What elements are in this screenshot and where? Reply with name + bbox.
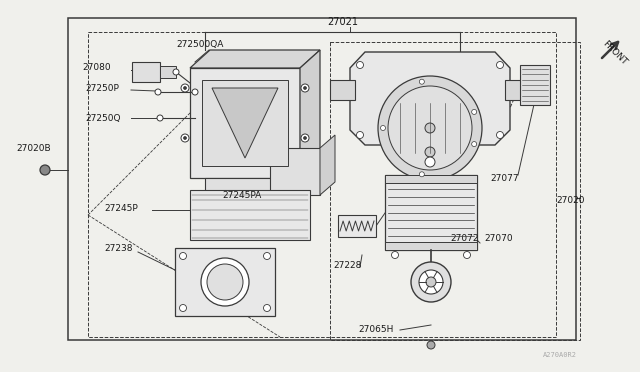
Circle shape xyxy=(497,61,504,68)
Text: 27065H: 27065H xyxy=(358,326,394,334)
Bar xyxy=(160,66,176,78)
Bar xyxy=(88,32,556,337)
Text: 27020: 27020 xyxy=(556,196,584,205)
Bar xyxy=(175,248,275,316)
Text: 27250Q: 27250Q xyxy=(85,113,120,122)
Circle shape xyxy=(303,87,307,90)
Text: 27250P: 27250P xyxy=(85,83,119,93)
Bar xyxy=(385,175,477,250)
Circle shape xyxy=(179,253,186,260)
Polygon shape xyxy=(190,50,320,68)
Bar xyxy=(68,18,576,340)
Polygon shape xyxy=(330,80,355,100)
Circle shape xyxy=(472,109,477,115)
Circle shape xyxy=(301,134,309,142)
Circle shape xyxy=(40,165,50,175)
Circle shape xyxy=(497,131,504,138)
Text: 27245PA: 27245PA xyxy=(222,190,261,199)
Bar xyxy=(338,215,376,237)
Circle shape xyxy=(157,115,163,121)
Polygon shape xyxy=(320,135,335,195)
Circle shape xyxy=(201,258,249,306)
Circle shape xyxy=(184,87,186,90)
Circle shape xyxy=(472,142,477,147)
Text: 27080: 27080 xyxy=(82,62,111,71)
Circle shape xyxy=(192,89,198,95)
Polygon shape xyxy=(270,148,320,195)
Circle shape xyxy=(419,172,424,177)
Bar xyxy=(385,175,477,183)
Circle shape xyxy=(179,305,186,311)
Circle shape xyxy=(181,84,189,92)
Text: 27238: 27238 xyxy=(104,244,132,253)
Polygon shape xyxy=(350,52,510,145)
Circle shape xyxy=(181,134,189,142)
Bar xyxy=(132,62,160,82)
Circle shape xyxy=(381,125,385,131)
Circle shape xyxy=(425,147,435,157)
Text: A270A0R2: A270A0R2 xyxy=(543,352,577,358)
Circle shape xyxy=(356,131,364,138)
Polygon shape xyxy=(205,178,285,203)
Circle shape xyxy=(264,253,271,260)
Text: 27020B: 27020B xyxy=(16,144,51,153)
Text: 27021: 27021 xyxy=(327,17,358,27)
Text: 27077: 27077 xyxy=(490,173,518,183)
Circle shape xyxy=(301,84,309,92)
Circle shape xyxy=(419,79,424,84)
Text: 27072: 27072 xyxy=(450,234,479,243)
Circle shape xyxy=(426,277,436,287)
Circle shape xyxy=(463,251,470,259)
Polygon shape xyxy=(190,190,310,240)
Text: 272500QA: 272500QA xyxy=(176,39,223,48)
Text: 27228: 27228 xyxy=(333,260,362,269)
Bar xyxy=(202,80,288,166)
Circle shape xyxy=(419,270,443,294)
Text: 27070: 27070 xyxy=(484,234,513,243)
Bar xyxy=(520,65,550,105)
Circle shape xyxy=(425,123,435,133)
Text: FRONT: FRONT xyxy=(601,39,629,67)
Circle shape xyxy=(184,137,186,140)
Polygon shape xyxy=(300,50,320,178)
Circle shape xyxy=(425,157,435,167)
Bar xyxy=(190,68,300,178)
Bar xyxy=(330,42,580,340)
Circle shape xyxy=(264,305,271,311)
Circle shape xyxy=(411,262,451,302)
Circle shape xyxy=(207,264,243,300)
Bar xyxy=(385,242,477,250)
Circle shape xyxy=(155,89,161,95)
Circle shape xyxy=(392,251,399,259)
Circle shape xyxy=(388,86,472,170)
Text: 27245P: 27245P xyxy=(104,203,138,212)
Circle shape xyxy=(356,61,364,68)
Circle shape xyxy=(427,341,435,349)
Circle shape xyxy=(303,137,307,140)
Polygon shape xyxy=(505,80,525,100)
Polygon shape xyxy=(212,88,278,158)
Circle shape xyxy=(378,76,482,180)
Circle shape xyxy=(173,69,179,75)
